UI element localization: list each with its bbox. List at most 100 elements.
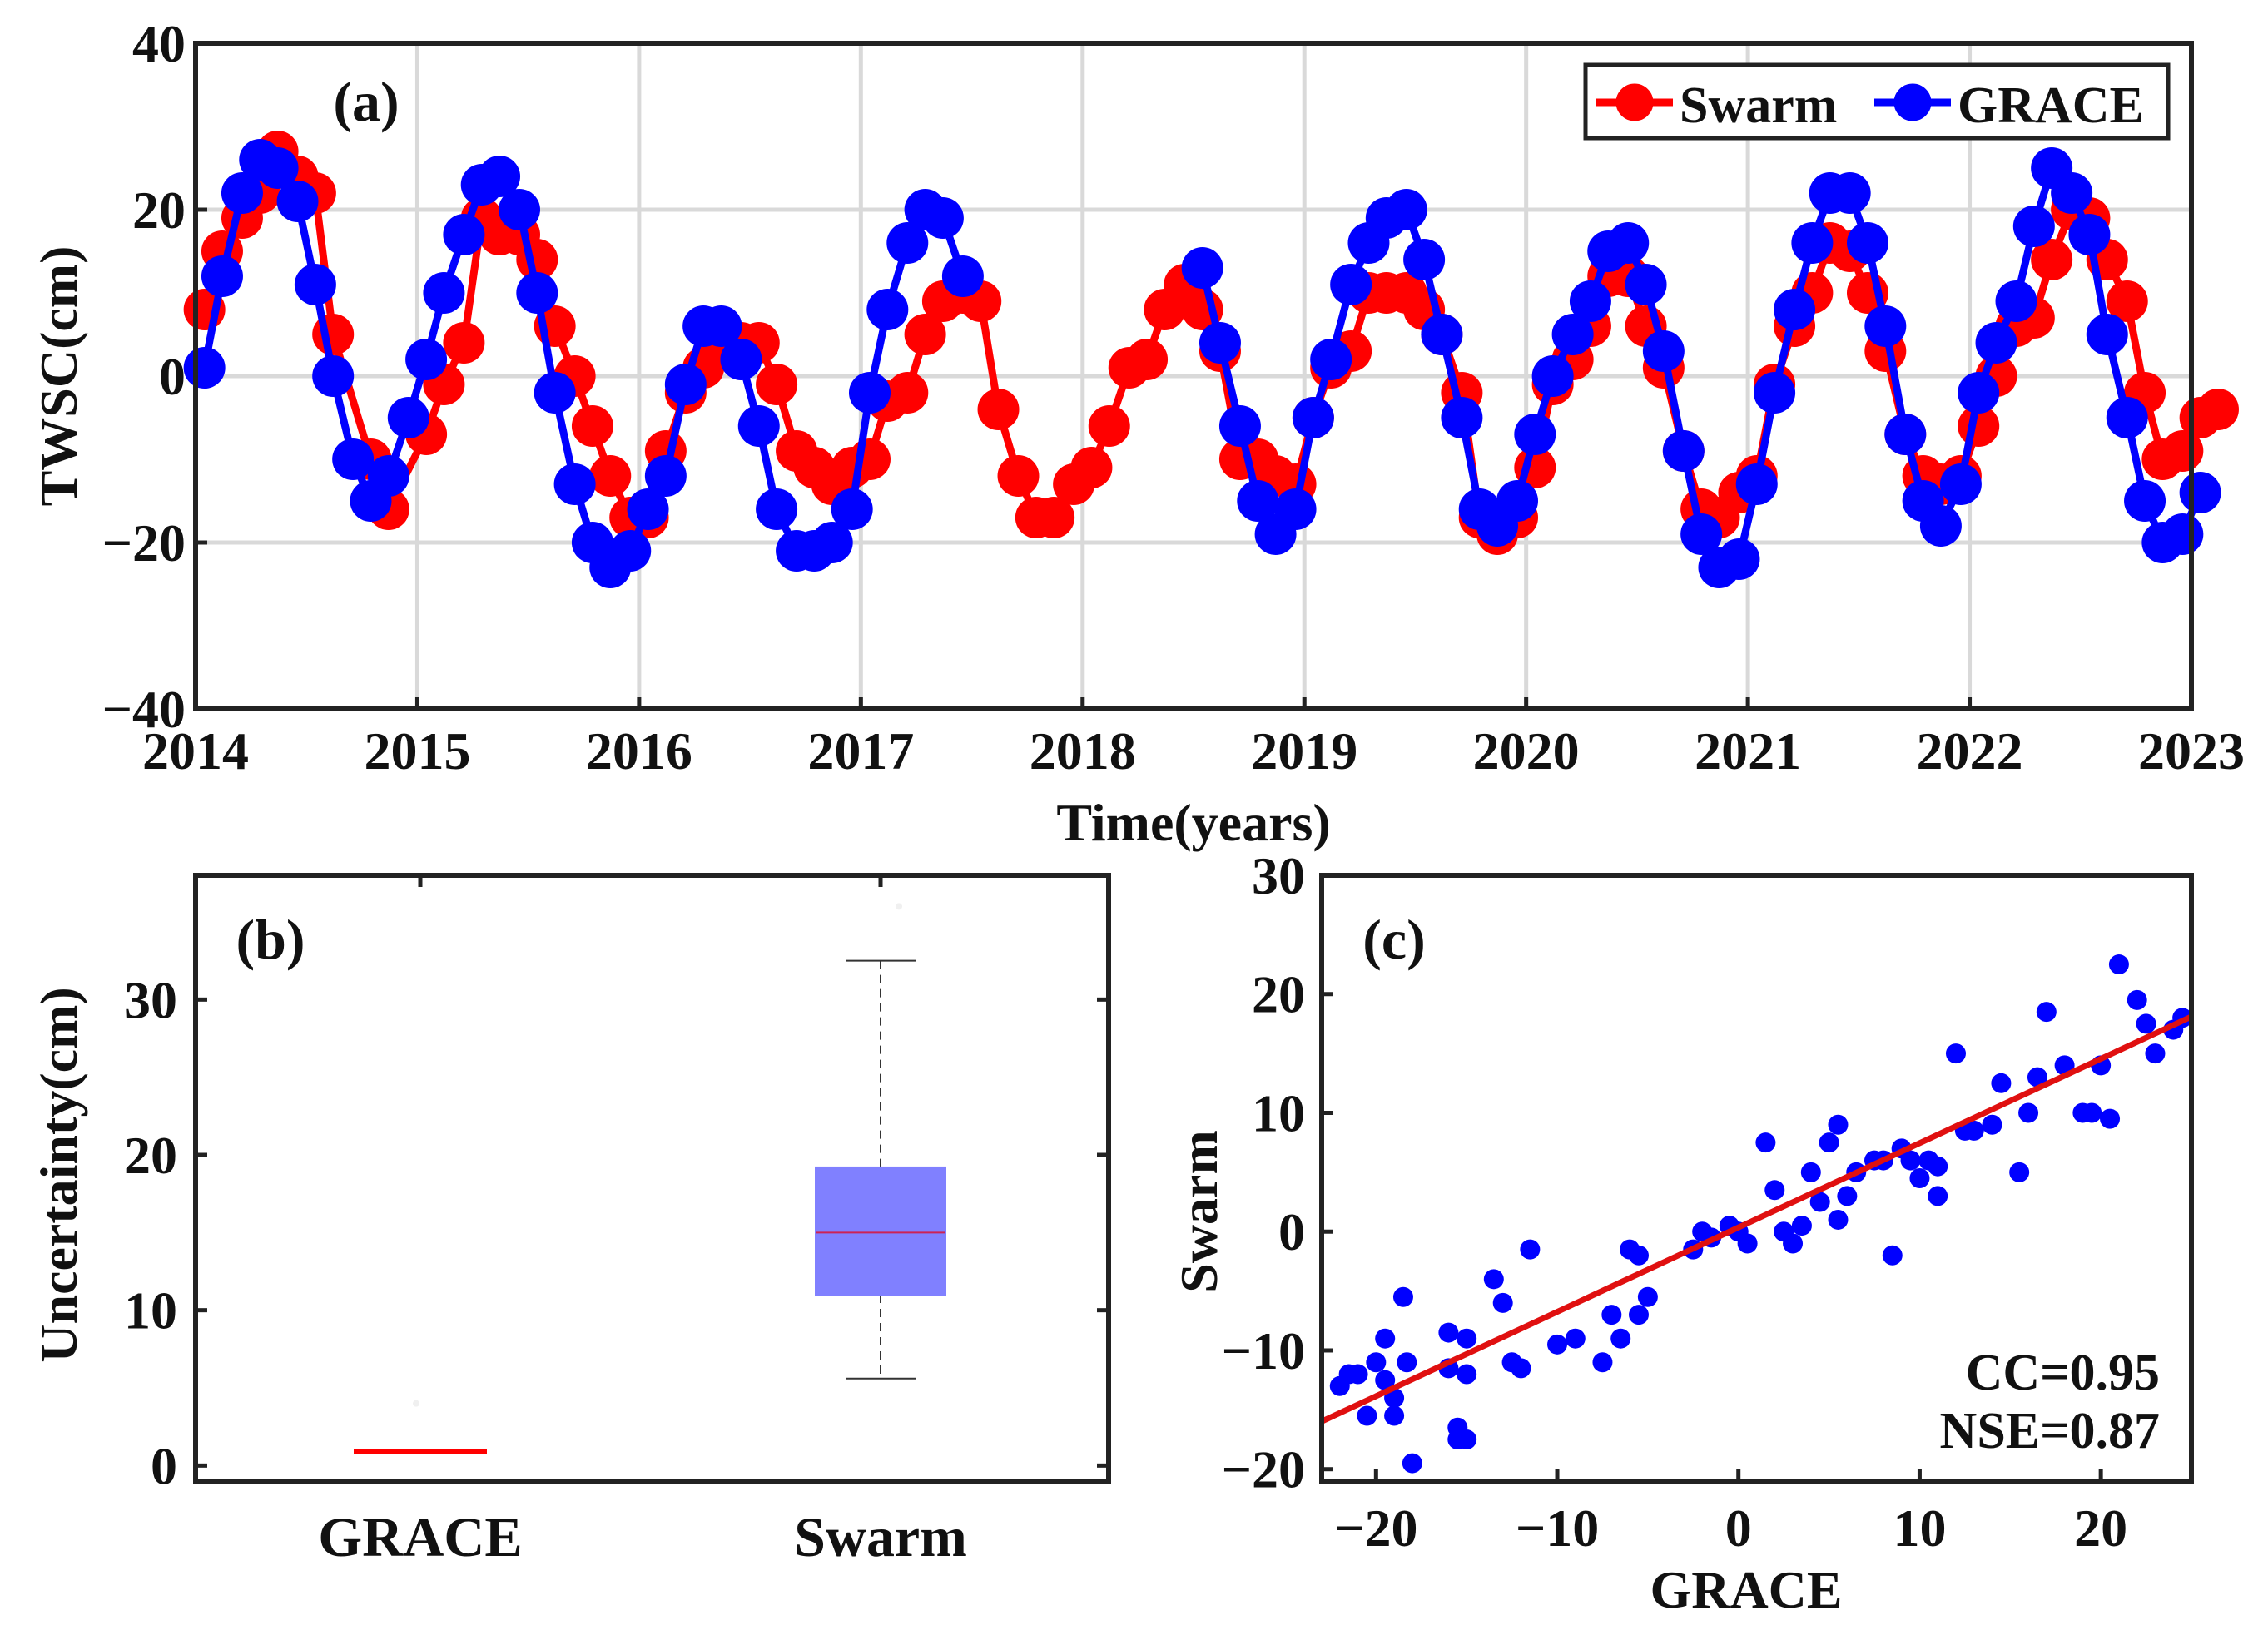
x-tick-label: 2017: [807, 721, 914, 780]
y-tick-label: 0: [159, 347, 186, 406]
scatter-point: [1610, 1328, 1631, 1349]
scatter-point: [1592, 1352, 1613, 1373]
grace-marker: [1791, 222, 1834, 264]
grace-marker: [1551, 314, 1594, 355]
y-tick-label: 20: [124, 1126, 177, 1185]
grace-marker: [1292, 397, 1334, 438]
grace-marker: [1237, 480, 1279, 522]
grace-marker: [1774, 289, 1816, 330]
grace-marker: [1274, 488, 1317, 530]
scatter-point: [1397, 1352, 1417, 1373]
legend-swarm-label: Swarm: [1680, 77, 1837, 134]
grace-marker: [831, 488, 873, 530]
grace-marker: [1531, 355, 1574, 397]
swarm-marker: [589, 455, 632, 497]
x-tick-label: 20: [2074, 1499, 2127, 1558]
swarm-marker: [2106, 280, 2148, 322]
scatter-point: [1791, 1216, 1812, 1236]
y-tick-label: −10: [1222, 1321, 1305, 1380]
scatter-point: [1357, 1405, 1377, 1426]
scatter-point: [1457, 1429, 1477, 1450]
grace-marker: [294, 264, 336, 305]
x-tick-label: 0: [1725, 1499, 1752, 1558]
grace-marker: [479, 156, 521, 197]
scatter-point: [1628, 1305, 1649, 1325]
panel-a: 2014 2015 2016 2017 2018 2019 2020 2021 2022 2023…: [29, 14, 2245, 852]
swarm-marker: [1070, 447, 1113, 488]
scatter-point: [2027, 1067, 2047, 1088]
y-tick-label: 20: [1252, 965, 1305, 1024]
grace-marker: [2051, 172, 2093, 214]
scatter-point: [1991, 1073, 2012, 1093]
panel-b-frame: [193, 873, 1111, 1484]
scatter-point: [1565, 1328, 1586, 1349]
panel-c-y-axis-title: Swarm: [1169, 1130, 1228, 1293]
scatter-point: [2145, 1043, 2166, 1064]
grace-marker: [1310, 339, 1352, 380]
scatter-point: [2018, 1102, 2039, 1123]
grace-marker: [499, 189, 541, 230]
scatter-point: [1982, 1114, 2002, 1135]
grace-marker: [1884, 414, 1927, 455]
grace-marker: [2161, 513, 2204, 555]
panel-c-x-axis-title: GRACE: [1650, 1560, 1842, 1619]
scatter-point: [1928, 1156, 1948, 1177]
y-tick-label: −20: [1222, 1440, 1305, 1499]
legend-grace-label: GRACE: [1958, 77, 2144, 134]
grace-marker: [405, 339, 448, 380]
grace-marker: [1754, 372, 1796, 414]
scatter-point: [2100, 1108, 2121, 1129]
grace-marker: [183, 347, 226, 389]
panel-b-label: (b): [236, 908, 305, 971]
x-tick-label: 2016: [586, 721, 692, 780]
grace-marker: [201, 255, 243, 297]
grace-marker: [811, 522, 853, 563]
legend: Swarm GRACE: [1583, 62, 2171, 141]
x-tick-label: 2015: [364, 721, 470, 780]
grace-marker: [1607, 222, 1650, 264]
y-tick-label: −20: [102, 513, 186, 572]
grace-marker: [312, 355, 355, 397]
scatter-point: [1511, 1358, 1531, 1379]
scatter-point: [2127, 989, 2147, 1010]
grace-marker: [367, 455, 409, 497]
grace-marker: [1514, 414, 1556, 455]
scatter-point: [2136, 1013, 2156, 1034]
grace-marker: [1625, 264, 1667, 305]
grace-marker: [423, 272, 465, 314]
grace-marker: [1218, 405, 1261, 447]
y-tick-label: 10: [124, 1281, 177, 1340]
scatter-point: [1809, 1192, 1830, 1212]
panel-a-label: (a): [333, 70, 399, 133]
panel-b-x-tick-labels: GRACE Swarm: [318, 1505, 967, 1568]
panel-b-y-axis-title: Uncertainty(cm): [29, 987, 88, 1362]
grace-marker: [720, 339, 762, 380]
grace-marker: [627, 488, 669, 530]
x-tick-label: −10: [1516, 1499, 1599, 1558]
scatter-point: [1375, 1328, 1396, 1349]
grace-marker: [886, 222, 929, 264]
scatter-point: [2036, 1002, 2057, 1023]
grace-marker: [644, 455, 687, 497]
scatter-point: [1438, 1322, 1459, 1343]
grace-marker: [1441, 397, 1483, 438]
grace-marker: [2086, 314, 2128, 355]
grace-marker: [332, 438, 375, 480]
grace-marker: [848, 372, 891, 414]
scatter-point: [1755, 1132, 1776, 1153]
grace-marker: [1199, 322, 1241, 364]
y-tick-label: 30: [1252, 846, 1305, 905]
panel-b-boxes: [196, 875, 1109, 1468]
x-tick-label: 2020: [1473, 721, 1580, 780]
grace-marker: [2068, 214, 2111, 255]
grace-marker: [1735, 463, 1778, 505]
grace-marker: [1330, 264, 1372, 305]
scatter-point: [1783, 1233, 1804, 1254]
grace-marker: [1181, 247, 1223, 289]
grace-marker: [1385, 189, 1427, 230]
y-tick-label: 0: [1278, 1202, 1305, 1261]
grace-marker: [1403, 239, 1446, 280]
grace-marker: [756, 488, 798, 530]
y-tick-label: 20: [132, 181, 186, 240]
panel-c-points: [1320, 873, 2193, 1481]
